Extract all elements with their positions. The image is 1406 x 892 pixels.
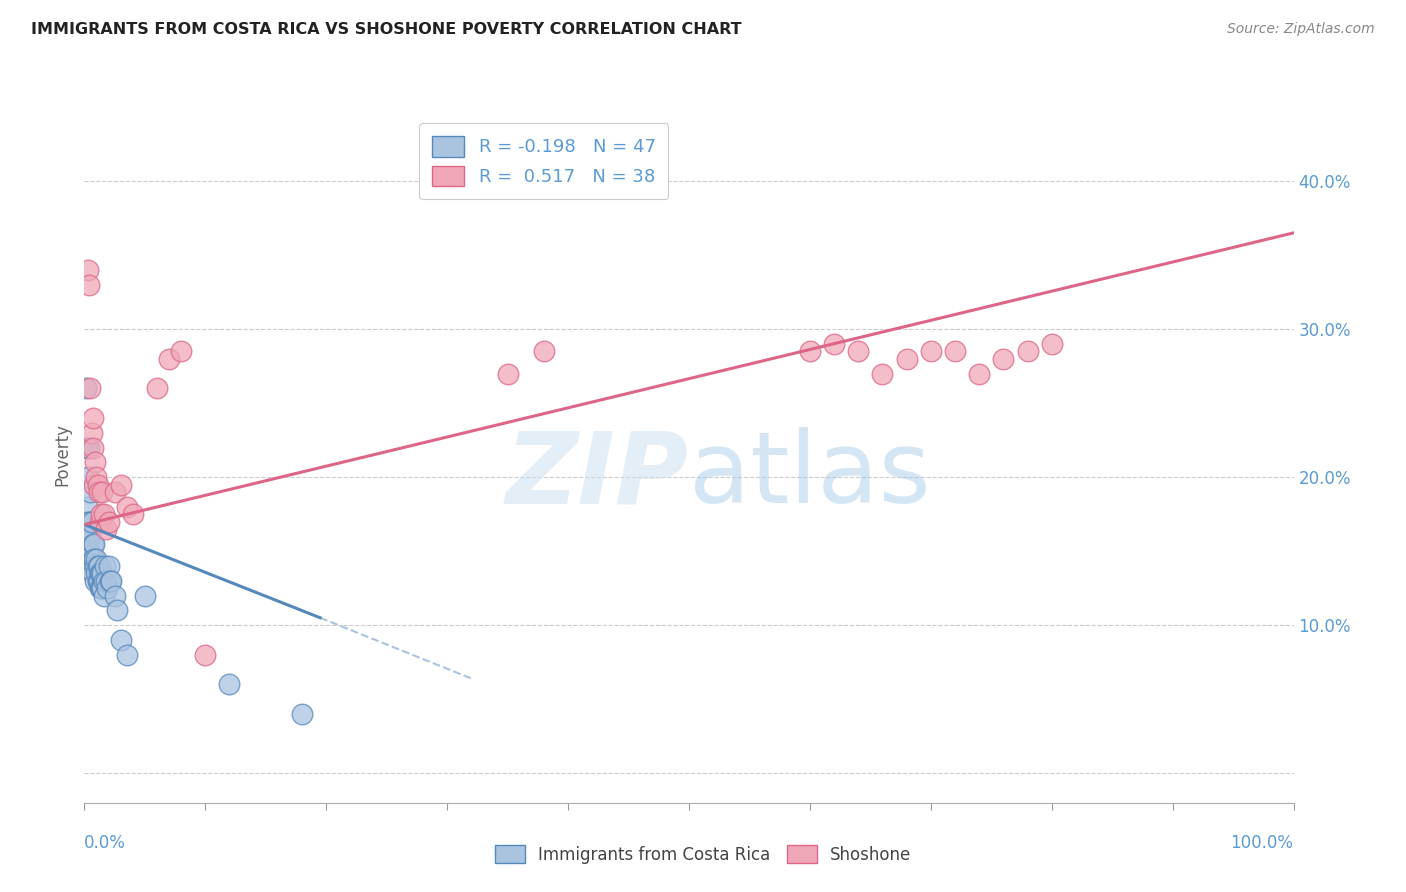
Point <box>79 529 101 543</box>
Point <box>157 351 180 366</box>
Point <box>91 581 114 595</box>
Point <box>77 441 100 455</box>
Point <box>80 425 103 440</box>
Point <box>80 558 103 573</box>
Point <box>967 367 990 381</box>
Point <box>993 351 1015 366</box>
Point <box>97 558 120 573</box>
Point <box>77 470 100 484</box>
Text: Source: ZipAtlas.com: Source: ZipAtlas.com <box>1227 22 1375 37</box>
Point <box>77 529 100 543</box>
Point <box>104 589 127 603</box>
Point <box>90 581 112 595</box>
Point <box>846 344 869 359</box>
Point <box>89 581 111 595</box>
Point <box>83 477 105 491</box>
Point <box>90 507 112 521</box>
Point <box>82 441 104 455</box>
Point <box>89 566 111 581</box>
Point <box>86 551 108 566</box>
Point <box>77 515 100 529</box>
Point <box>93 574 115 588</box>
Point <box>1040 337 1063 351</box>
Legend: R = -0.198   N = 47, R =  0.517   N = 38: R = -0.198 N = 47, R = 0.517 N = 38 <box>419 123 668 199</box>
Point <box>799 344 821 359</box>
Point <box>86 558 108 573</box>
Text: atlas: atlas <box>689 427 931 524</box>
Point <box>1017 344 1039 359</box>
Point <box>86 566 108 581</box>
Point <box>98 574 121 588</box>
Point <box>943 344 966 359</box>
Point <box>82 411 104 425</box>
Point <box>110 632 132 647</box>
Point <box>170 344 193 359</box>
Point <box>82 537 104 551</box>
Point <box>77 515 100 529</box>
Text: 100.0%: 100.0% <box>1230 834 1294 852</box>
Point <box>91 566 114 581</box>
Point <box>86 574 108 588</box>
Point <box>533 344 555 359</box>
Point <box>89 515 111 529</box>
Point <box>920 344 942 359</box>
Point <box>86 470 108 484</box>
Point <box>84 455 107 469</box>
Point <box>115 648 138 662</box>
Point <box>91 484 114 499</box>
Point <box>82 551 104 566</box>
Point <box>83 537 105 551</box>
Point <box>87 574 110 588</box>
Point <box>79 484 101 499</box>
Point <box>496 367 519 381</box>
Point <box>218 677 240 691</box>
Point <box>146 381 169 395</box>
Point <box>872 367 894 381</box>
Point <box>94 558 117 573</box>
Point <box>97 515 120 529</box>
Point <box>115 500 138 514</box>
Point <box>83 551 105 566</box>
Y-axis label: Poverty: Poverty <box>53 424 72 486</box>
Point <box>87 558 110 573</box>
Point <box>134 589 156 603</box>
Point <box>194 648 217 662</box>
Point <box>77 277 100 292</box>
Point <box>104 484 127 499</box>
Point <box>896 351 918 366</box>
Text: IMMIGRANTS FROM COSTA RICA VS SHOSHONE POVERTY CORRELATION CHART: IMMIGRANTS FROM COSTA RICA VS SHOSHONE P… <box>31 22 741 37</box>
Point <box>76 500 98 514</box>
Point <box>94 574 117 588</box>
Point <box>90 566 112 581</box>
Point <box>94 522 117 536</box>
Point <box>105 603 128 617</box>
Point <box>93 589 115 603</box>
Point <box>110 477 132 491</box>
Text: ZIP: ZIP <box>506 427 689 524</box>
Point <box>77 544 100 558</box>
Point <box>76 441 98 455</box>
Text: 0.0%: 0.0% <box>84 834 127 852</box>
Point <box>87 484 110 499</box>
Point <box>80 515 103 529</box>
Point <box>93 507 115 521</box>
Point <box>96 581 118 595</box>
Legend: Immigrants from Costa Rica, Shoshone: Immigrants from Costa Rica, Shoshone <box>488 838 918 871</box>
Point <box>75 381 97 395</box>
Point <box>77 263 100 277</box>
Point <box>84 558 107 573</box>
Point <box>121 507 143 521</box>
Point <box>291 706 314 721</box>
Point <box>84 574 107 588</box>
Point <box>82 566 104 581</box>
Point <box>79 381 101 395</box>
Point <box>823 337 845 351</box>
Point <box>86 477 108 491</box>
Point <box>100 574 122 588</box>
